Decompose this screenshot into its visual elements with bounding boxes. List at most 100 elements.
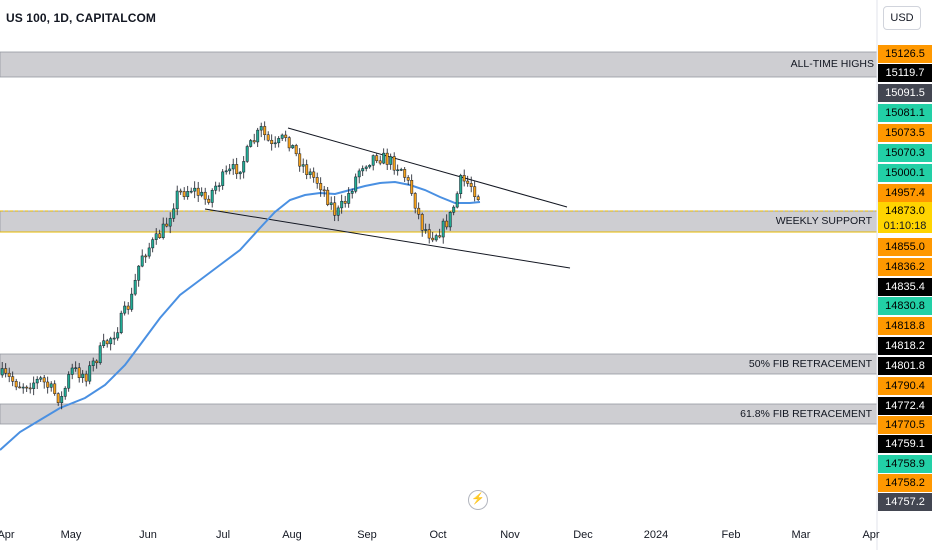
candle-body bbox=[315, 177, 319, 184]
moving-average-line bbox=[0, 180, 481, 451]
candle bbox=[354, 173, 358, 194]
currency-button[interactable]: USD bbox=[883, 6, 921, 30]
candle bbox=[21, 383, 25, 394]
candle bbox=[277, 136, 281, 148]
candle bbox=[179, 188, 183, 195]
candle-body bbox=[438, 235, 442, 238]
candle bbox=[350, 188, 354, 199]
candle-body bbox=[56, 393, 60, 403]
candle bbox=[56, 392, 60, 406]
candle bbox=[448, 211, 452, 231]
candle bbox=[126, 302, 130, 315]
candle-body bbox=[462, 175, 466, 182]
price-label: 14772.4 bbox=[878, 397, 932, 415]
candle-body bbox=[207, 198, 211, 203]
candle bbox=[476, 194, 480, 202]
zone-1 bbox=[0, 210, 878, 233]
candle-body bbox=[256, 129, 260, 143]
candle-body bbox=[249, 140, 253, 147]
candle-body bbox=[11, 376, 15, 382]
candle bbox=[473, 181, 477, 202]
candle-body bbox=[172, 208, 176, 219]
candle-body bbox=[182, 191, 186, 197]
candle bbox=[308, 168, 312, 179]
candle bbox=[193, 181, 197, 199]
candle-body bbox=[63, 387, 67, 397]
candle-body bbox=[137, 265, 141, 281]
candle-body bbox=[434, 235, 438, 241]
candle-body bbox=[354, 176, 358, 192]
candle bbox=[392, 152, 396, 175]
candle-body bbox=[319, 183, 323, 191]
candle-body bbox=[67, 374, 71, 389]
zones-layer bbox=[0, 51, 878, 425]
candle bbox=[130, 287, 134, 312]
channel-upper-line bbox=[287, 127, 568, 208]
candle bbox=[67, 371, 71, 392]
candle-body bbox=[53, 383, 57, 394]
x-tick-label: Dec bbox=[573, 529, 593, 541]
candle bbox=[298, 148, 302, 172]
x-tick-label: May bbox=[60, 529, 82, 541]
candle bbox=[18, 381, 22, 389]
candle-body bbox=[473, 186, 477, 197]
candle-body bbox=[403, 169, 407, 178]
candle bbox=[144, 253, 148, 263]
candle-body bbox=[161, 223, 165, 238]
x-tick-label: 2024 bbox=[643, 529, 669, 541]
price-label: 14770.5 bbox=[878, 416, 932, 434]
candle bbox=[266, 131, 270, 142]
candle bbox=[406, 175, 410, 185]
candle bbox=[399, 167, 403, 172]
candle bbox=[312, 167, 316, 183]
price-label: 15091.5 bbox=[878, 84, 932, 102]
candle-body bbox=[158, 233, 162, 238]
candle-body bbox=[70, 367, 74, 375]
candle-body bbox=[147, 247, 151, 257]
lightning-icon[interactable]: ⚡ bbox=[468, 490, 488, 510]
candle bbox=[263, 121, 267, 141]
candle-body bbox=[133, 279, 137, 295]
candle-body bbox=[452, 206, 456, 213]
candle-body bbox=[7, 372, 11, 377]
candle-body bbox=[399, 169, 403, 171]
candle bbox=[140, 249, 144, 268]
candle bbox=[151, 237, 155, 253]
candle-body bbox=[340, 200, 344, 209]
candle bbox=[28, 382, 32, 394]
candle bbox=[462, 169, 466, 187]
candle bbox=[207, 195, 211, 205]
candle-body bbox=[140, 255, 144, 267]
candle bbox=[469, 176, 473, 193]
candle bbox=[235, 157, 239, 179]
candle-body bbox=[210, 190, 214, 203]
candle bbox=[119, 310, 123, 335]
candle bbox=[291, 144, 295, 149]
candle bbox=[270, 134, 274, 151]
candle-body bbox=[214, 185, 218, 191]
candle bbox=[98, 342, 102, 365]
candle-body bbox=[242, 161, 246, 173]
candle bbox=[158, 229, 162, 239]
candle bbox=[7, 367, 11, 383]
candle-body bbox=[81, 373, 85, 378]
candle-body bbox=[98, 345, 102, 364]
candle-body bbox=[39, 377, 43, 380]
candle bbox=[102, 333, 106, 349]
candle-body bbox=[144, 255, 148, 258]
candle bbox=[357, 168, 361, 184]
candle-body bbox=[382, 152, 386, 164]
candle bbox=[60, 391, 64, 410]
candle-body bbox=[420, 214, 424, 231]
candle-body bbox=[235, 164, 239, 175]
candle-body bbox=[413, 193, 417, 209]
candle bbox=[245, 144, 249, 163]
candle bbox=[455, 191, 459, 209]
price-label: 15070.3 bbox=[878, 144, 932, 162]
price-label: 15126.5 bbox=[878, 45, 932, 63]
candle-body bbox=[378, 160, 382, 164]
candle bbox=[116, 327, 120, 341]
candle bbox=[161, 217, 165, 240]
price-label: 14835.4 bbox=[878, 278, 932, 296]
